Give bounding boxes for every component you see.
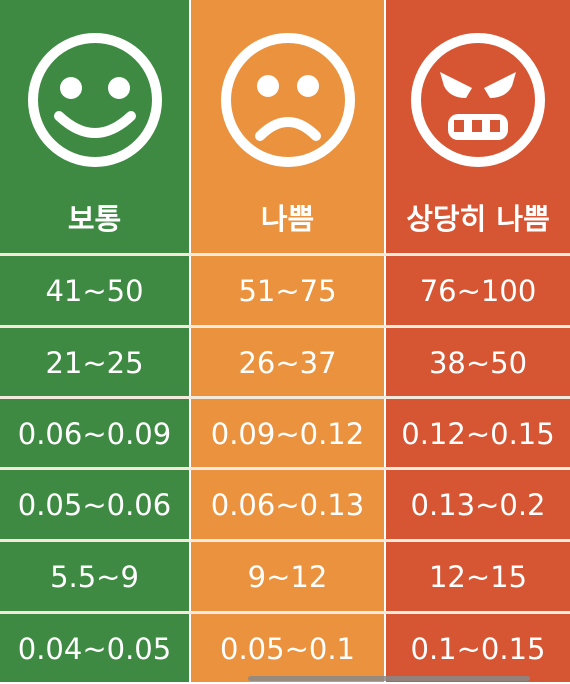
table-cell: 0.04~0.05	[17, 632, 172, 666]
row-divider	[0, 611, 570, 614]
table-cell: 26~37	[238, 346, 337, 380]
table-cell: 0.05~0.1	[220, 632, 355, 666]
table-cell: 9~12	[247, 560, 328, 594]
row-divider	[0, 539, 570, 542]
table-cell: 51~75	[238, 274, 337, 308]
table-cell: 0.12~0.15	[401, 417, 555, 451]
row-divider	[0, 325, 570, 328]
column-label: 상당히 나쁨	[406, 202, 550, 236]
table-cell: 41~50	[45, 274, 144, 308]
column-normal: 보통 41~50 21~25 0.06~0.09 0.05~0.06 5.5~9…	[0, 0, 189, 682]
table-cell: 0.06~0.13	[210, 488, 365, 522]
column-label: 보통	[67, 202, 122, 236]
column-label: 나쁨	[260, 202, 315, 236]
table-cell: 38~50	[428, 346, 528, 380]
table-cell: 0.09~0.12	[210, 417, 365, 451]
column-bad: 나쁨 51~75 26~37 0.09~0.12 0.06~0.13 9~12 …	[191, 0, 384, 682]
table-cell: 0.13~0.2	[410, 488, 546, 522]
angry-face-icon	[411, 33, 545, 167]
table-cell: 21~25	[45, 346, 144, 380]
table-cell: 0.05~0.06	[17, 488, 172, 522]
smile-face-icon	[27, 33, 162, 167]
row-divider	[0, 396, 570, 399]
horizontal-scrollbar[interactable]	[248, 676, 530, 681]
table-cell: 12~15	[428, 560, 528, 594]
table-cell: 0.06~0.09	[17, 417, 172, 451]
table-cell: 76~100	[419, 274, 537, 308]
sad-face-icon	[220, 33, 355, 167]
table-cell: 0.1~0.15	[410, 632, 546, 666]
table-cell: 5.5~9	[50, 560, 139, 594]
row-divider	[0, 467, 570, 470]
column-very-bad: 상당히 나쁨 76~100 38~50 0.12~0.15 0.13~0.2 1…	[386, 0, 570, 682]
row-divider	[0, 253, 570, 256]
